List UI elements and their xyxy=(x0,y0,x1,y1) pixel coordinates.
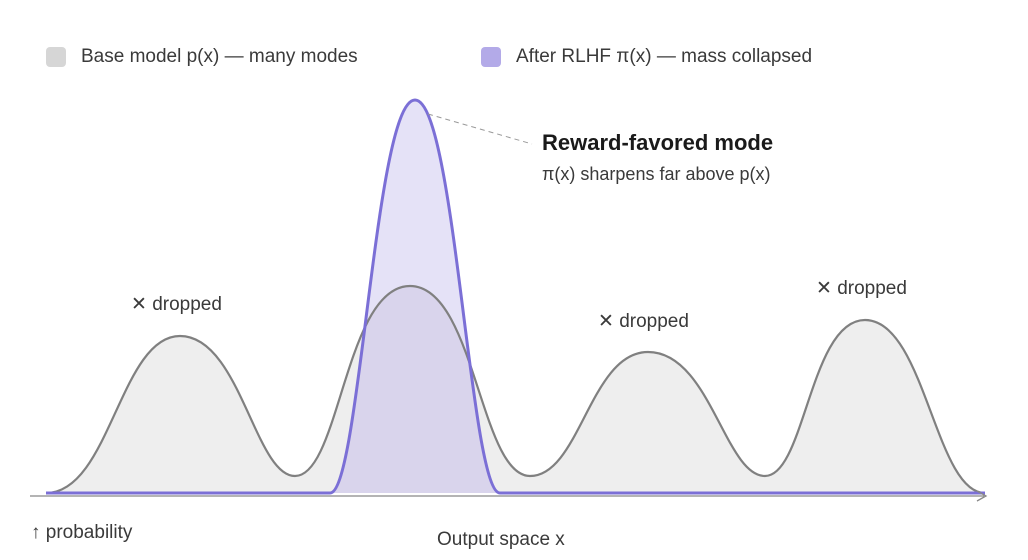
rlhf-distribution-line xyxy=(46,98,985,495)
annotation-leader-line xyxy=(427,113,533,145)
legend-item-rlhf: After RLHF π(x) — mass collapsed xyxy=(481,46,812,68)
legend: Base model p(x) — many modes After RLHF … xyxy=(46,46,812,68)
dropped-label-1: ✕ dropped xyxy=(131,294,222,315)
x-axis-arrow-icon xyxy=(976,490,988,502)
base-distribution-fill xyxy=(46,286,985,493)
annotation-title: Reward-favored mode xyxy=(542,130,773,155)
base-distribution-line xyxy=(45,284,986,495)
legend-label-base: Base model p(x) — many modes xyxy=(81,46,358,67)
y-axis-label: ↑ probability xyxy=(31,522,133,543)
legend-item-base: Base model p(x) — many modes xyxy=(46,46,358,68)
legend-swatch-rlhf xyxy=(481,47,501,67)
annotation-subtitle: π(x) sharpens far above p(x) xyxy=(542,164,771,184)
legend-label-rlhf: After RLHF π(x) — mass collapsed xyxy=(516,46,813,67)
dropped-label-3: ✕ dropped xyxy=(816,278,907,299)
x-axis-label: Output space x xyxy=(437,529,565,550)
dropped-label-2: ✕ dropped xyxy=(598,311,689,332)
legend-swatch-base xyxy=(46,47,66,67)
